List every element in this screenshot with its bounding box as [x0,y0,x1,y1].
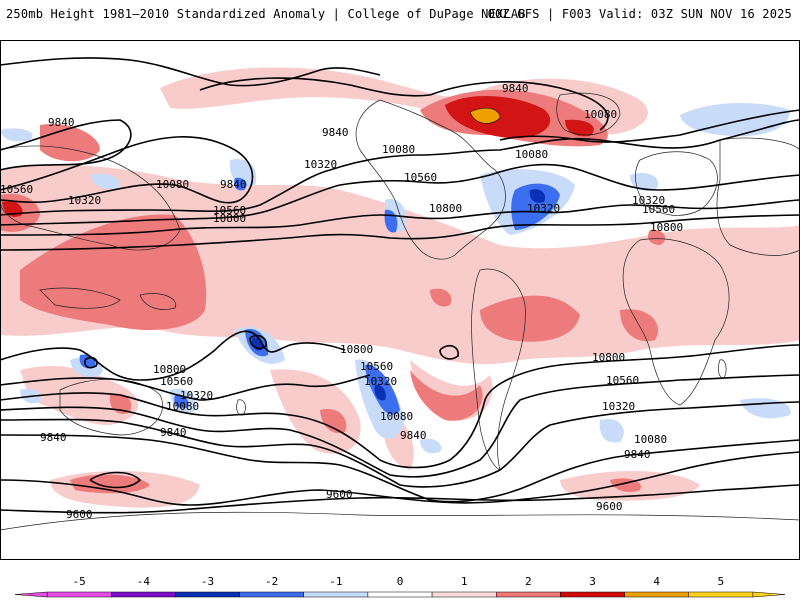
contour-label: 10320 [180,389,213,402]
contour-label: 9600 [66,508,93,521]
contour-label: 10320 [527,202,560,215]
contour-label: 9840 [160,426,187,439]
contour-label: 9840 [220,178,247,191]
contour-label: 10800 [340,343,373,356]
contour-label: 9840 [624,448,651,461]
contour-labels: 9840 9840 10320 10080 10560 10320 10080 … [0,82,683,521]
contour-label: 10080 [634,433,667,446]
legend-tick-label: -3 [201,575,214,588]
legend-tick-label: 3 [589,575,596,588]
legend-swatch [496,591,561,598]
legend-low-arrow [14,591,48,598]
model-run-info: 00Z GFS | F003 Valid: 03Z SUN NOV 16 202… [487,7,792,21]
legend-swatch [46,591,112,598]
contour-label: 10560 [0,183,33,196]
legend-tick-label: -2 [265,575,278,588]
contour-label: 10320 [364,375,397,388]
legend-tick-label: 0 [397,575,404,588]
contour-label: 10800 [213,212,246,225]
legend-tick-label: 5 [718,575,725,588]
legend-tick-label: 1 [461,575,468,588]
legend-swatch [431,591,497,598]
contour-label: 10320 [602,400,635,413]
legend-tick-label: 2 [525,575,532,588]
legend-tick-label: -4 [137,575,151,588]
contour-label: 10800 [429,202,462,215]
legend-tick-label: -1 [329,575,342,588]
contour-label: 10080 [515,148,548,161]
contour-label: 10080 [166,400,199,413]
legend-swatch [688,591,754,598]
negative-anomaly-strong [251,189,546,401]
contour-label: 10080 [382,143,415,156]
contour-label: 10560 [404,171,437,184]
legend-tick-label: 4 [653,575,660,588]
legend-color-segments [14,591,786,598]
legend-swatch [560,591,625,598]
legend-swatch [303,591,369,598]
contour-label: 10320 [304,158,337,171]
contour-label: 9600 [596,500,623,513]
legend-high-arrow [752,591,786,598]
contour-label: 10800 [592,351,625,364]
contour-label: 10320 [68,194,101,207]
legend-swatch [367,591,433,598]
contour-label: 10560 [606,374,639,387]
contour-label: 10080 [380,410,413,423]
contour-label: 10800 [650,221,683,234]
contour-label: 9840 [400,429,427,442]
legend-ticks: -5 -4 -3 -2 -1 0 1 2 3 4 5 [73,575,725,588]
positive-anomaly-medium [0,89,666,494]
contour-label: 9600 [326,488,353,501]
contour-label: 10560 [160,375,193,388]
contour-label: 10560 [213,204,246,217]
contour-label: 10080 [584,108,617,121]
contour-label: 10800 [153,363,186,376]
contour-label: 9840 [502,82,529,95]
legend-swatch [239,591,304,598]
contour-label: 9840 [322,126,349,139]
legend-swatch [175,591,240,598]
legend-colorbar: -5 -4 -3 -2 -1 0 1 2 3 4 5 [14,575,786,598]
contour-label: 9840 [40,431,67,444]
legend-swatch [624,591,689,598]
contour-label: 10560 [360,360,393,373]
map-title: 250mb Height 1981–2010 Standardized Anom… [6,7,526,21]
legend-tick-label: -5 [73,575,86,588]
contour-label: 10080 [156,178,189,191]
contour-label: 9840 [48,116,75,129]
legend-swatch [111,591,176,598]
anomaly-map: 9840 9840 10320 10080 10560 10320 10080 … [0,40,800,560]
contour-label: 10320 [632,194,665,207]
height-contours [0,57,800,514]
positive-anomaly-extreme [469,107,501,124]
contour-label: 10560 [642,203,675,216]
